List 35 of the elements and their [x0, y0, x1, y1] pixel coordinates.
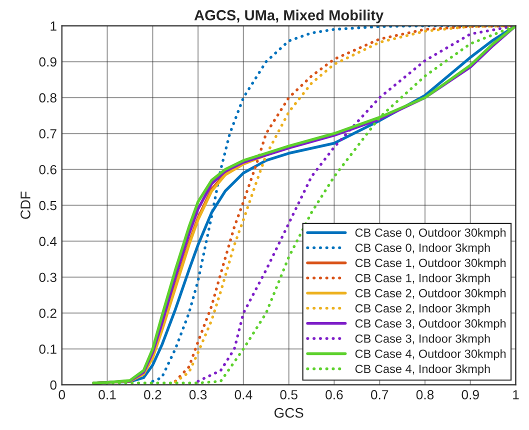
y-tick-label: 0 [50, 380, 57, 390]
y-tick-label: 0.7 [39, 129, 56, 138]
y-tick-label: 0.8 [39, 93, 56, 103]
x-tick-label: 0.3 [189, 390, 207, 400]
x-tick-label: 0.2 [144, 390, 162, 400]
legend-label: CB Case 2, Indoor 3kmph [355, 304, 490, 315]
y-tick-label: 0.6 [39, 164, 56, 174]
legend-label: CB Case 0, Indoor 3kmph [355, 243, 490, 254]
x-tick-label: 0.4 [234, 390, 252, 400]
y-tick-label: 0.9 [39, 57, 56, 67]
x-tick-label: 0.5 [280, 390, 298, 400]
y-tick-label: 0.2 [39, 308, 56, 318]
legend-label: CB Case 1, Outdoor 30kmph [355, 258, 506, 270]
x-tick-label: 0.8 [416, 390, 434, 400]
y-tick-label: 0.4 [39, 236, 57, 246]
y-tick-label: 0.1 [39, 344, 56, 354]
legend-label: CB Case 3, Outdoor 30kmph [355, 318, 506, 330]
x-tick-label: 0.1 [98, 390, 116, 400]
legend-label: CB Case 4, Indoor 3kmph [355, 364, 490, 376]
x-tick-label: 0.7 [370, 390, 388, 400]
x-tick-label: 0.9 [462, 390, 479, 400]
legend-label: CB Case 0, Outdoor 30kmph [355, 228, 506, 240]
legend-label: CB Case 4, Outdoor 30kmph [355, 349, 506, 360]
x-axis-title: GCS [274, 408, 304, 418]
y-tick-label: 0.3 [39, 272, 56, 282]
y-tick-label: 0.5 [39, 200, 56, 210]
y-tick-label: 1 [50, 22, 56, 31]
y-axis-title: CDF [20, 192, 30, 219]
x-tick-label: 0 [58, 390, 66, 400]
chart-title: AGCS, UMa, Mixed Mobility [194, 10, 384, 24]
legend-label: CB Case 1, Indoor 3kmph [355, 274, 490, 285]
x-tick-label: 0.6 [326, 390, 343, 400]
legend-label: CB Case 3, Indoor 3kmph [355, 334, 490, 346]
legend-label: CB Case 2, Outdoor 30kmph [355, 288, 506, 300]
x-tick-label: 1 [513, 390, 519, 400]
